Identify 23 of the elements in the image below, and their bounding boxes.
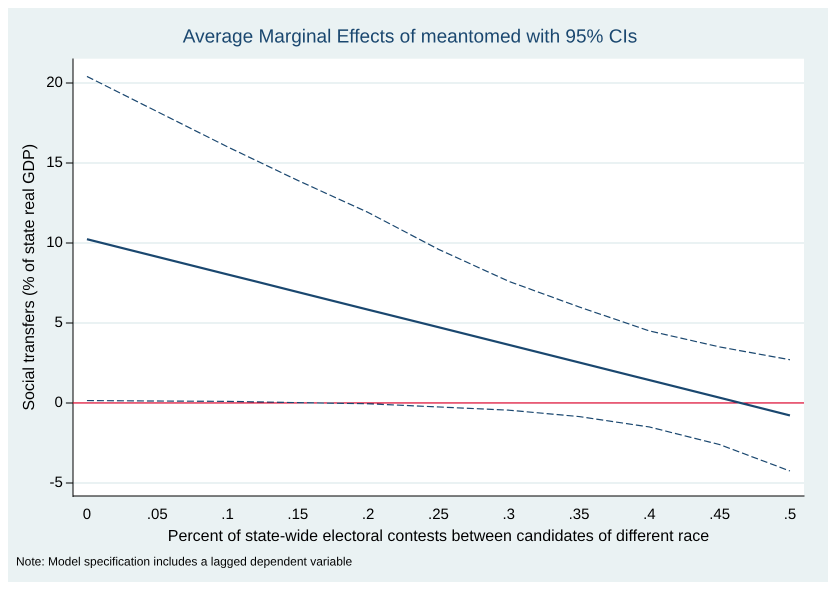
x-tick-label: 0 xyxy=(82,506,92,523)
x-axis-title: Percent of state-wide electoral contests between candidates of different race xyxy=(168,528,710,545)
x-tick-label: .25 xyxy=(428,506,449,523)
x-tick-label: .2 xyxy=(362,506,374,523)
x-tick-label: .5 xyxy=(784,506,796,523)
y-tick-label: 5 xyxy=(54,314,63,332)
x-tick-label: .05 xyxy=(146,506,168,523)
line-series xyxy=(86,400,791,472)
x-tick-label: .45 xyxy=(709,506,730,523)
x-tick-label: .3 xyxy=(502,506,515,523)
y-tick-label: 0 xyxy=(54,394,63,412)
x-tick-label: .1 xyxy=(221,506,234,523)
y-axis-title: Social transfers (% of state real GDP) xyxy=(21,144,38,411)
chart-title: Average Marginal Effects of meantomed with 95% CIs xyxy=(182,26,638,48)
y-tick-label: -5 xyxy=(50,474,63,492)
x-tick-label: .15 xyxy=(287,506,308,523)
line-series xyxy=(86,76,791,360)
y-tick-label: 20 xyxy=(46,74,63,91)
y-tick-label: 15 xyxy=(46,154,63,171)
text: Note: Model specification includes a lagged dependent variable xyxy=(16,554,353,568)
x-tick-label: .4 xyxy=(643,506,656,523)
x-tick-label: .35 xyxy=(568,506,590,523)
y-tick-label: 10 xyxy=(46,234,63,252)
